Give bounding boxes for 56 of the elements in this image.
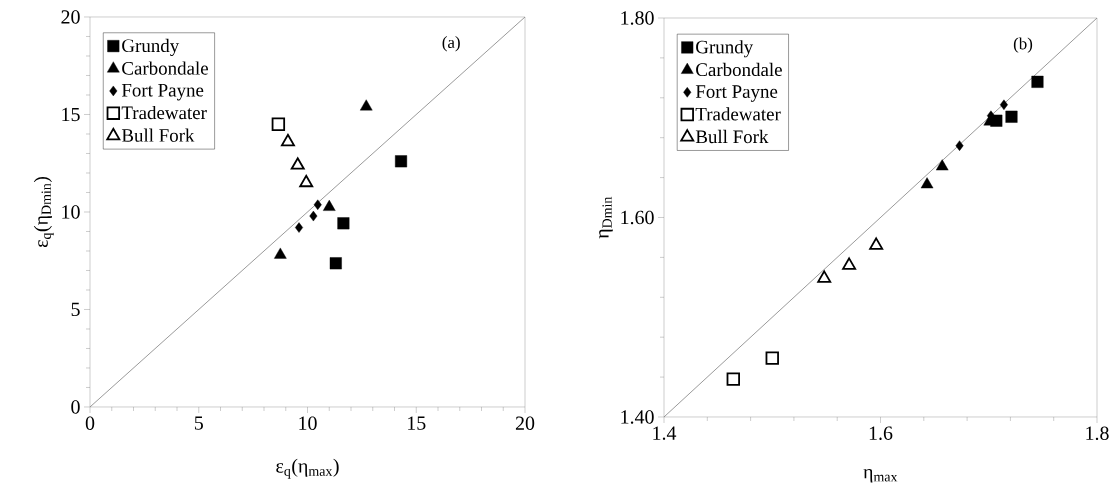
point xyxy=(955,140,964,151)
legend-label: Bull Fork xyxy=(695,129,769,144)
legend-label: Carbondale xyxy=(122,61,208,75)
point xyxy=(309,210,318,222)
y-tick-label: 10 xyxy=(62,205,80,219)
point xyxy=(299,174,314,188)
x-tick-label: 1.8 xyxy=(1086,426,1109,441)
y-axis-title: η$_{Dmin}$ xyxy=(599,196,613,239)
x-axis-title: ε$_{q}$(η$_{max}$) xyxy=(276,458,339,479)
y-tick-label: 1.60 xyxy=(621,210,654,225)
point xyxy=(817,270,832,283)
x-tick-label: 10 xyxy=(299,416,317,430)
x-tick-label: 0 xyxy=(85,416,95,430)
legend-label: Bull Fork xyxy=(121,128,195,142)
legend-label: Grundy xyxy=(696,40,754,58)
x-tick-label: 1.6 xyxy=(869,426,893,440)
y-tick-label: 5 xyxy=(71,302,80,317)
y-tick-label: 1.40 xyxy=(621,410,654,424)
point xyxy=(1031,75,1044,88)
legend-label: Carbondale xyxy=(696,62,782,77)
point xyxy=(765,351,779,365)
x-tick-label: 20 xyxy=(515,416,535,430)
legend-label: Fort Payne xyxy=(695,85,778,102)
x-tick-label: 1.4 xyxy=(653,426,677,440)
legend-label: Grundy xyxy=(122,38,180,56)
point xyxy=(323,199,336,211)
point xyxy=(842,257,857,270)
annotation: (b) xyxy=(1013,37,1033,53)
point xyxy=(329,257,342,270)
x-tick-label: 15 xyxy=(408,416,426,430)
legend-label: Fort Payne xyxy=(121,84,204,101)
legend-label: Tradewater xyxy=(695,107,781,121)
y-tick-label: 15 xyxy=(62,107,80,122)
point xyxy=(280,133,295,147)
point xyxy=(290,157,305,170)
x-axis-title: η$_{max}$ xyxy=(863,468,898,483)
y-axis-title: ε$_{q}$(η$_{Dmin}$) xyxy=(33,176,54,248)
y-tick-label: 1.80 xyxy=(621,11,654,25)
x-tick-label: 5 xyxy=(194,416,203,430)
point xyxy=(935,159,949,171)
annotation: (a) xyxy=(442,36,460,52)
point xyxy=(1005,110,1018,123)
y-tick-label: 0 xyxy=(71,400,80,414)
point xyxy=(726,372,740,386)
point xyxy=(920,177,934,189)
point xyxy=(869,237,884,250)
point xyxy=(395,155,408,168)
point xyxy=(359,99,373,111)
point xyxy=(999,99,1008,110)
point xyxy=(271,117,286,131)
point xyxy=(337,217,350,230)
point xyxy=(295,222,303,233)
legend-label: Tradewater xyxy=(121,105,207,120)
point xyxy=(274,247,287,259)
point xyxy=(313,199,322,210)
y-tick-label: 20 xyxy=(61,10,80,24)
